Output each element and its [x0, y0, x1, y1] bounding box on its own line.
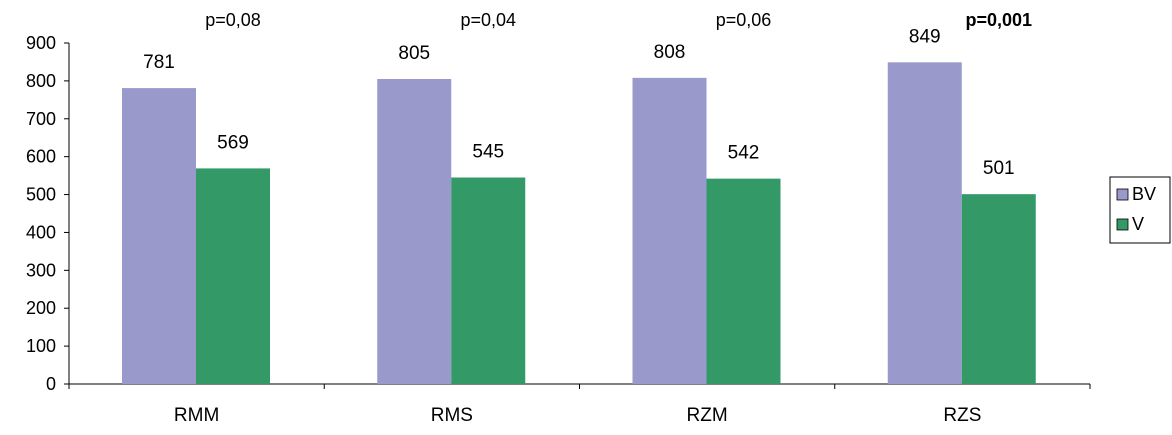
data-label: 805 [398, 43, 430, 64]
x-tick-label: RMM [174, 405, 219, 426]
y-tick-label: 300 [26, 260, 56, 280]
data-label: 542 [728, 143, 760, 164]
legend-label-v: V [1132, 214, 1144, 234]
x-tick-label: RMS [431, 405, 473, 426]
legend-swatch-v [1116, 218, 1129, 231]
y-tick-label: 600 [26, 147, 56, 167]
bar-v-rzs [961, 194, 1036, 384]
data-label: 569 [217, 132, 249, 153]
p-value-annotation: p=0,06 [716, 10, 772, 30]
legend-label-bv: BV [1132, 184, 1156, 204]
data-label: 545 [472, 142, 504, 163]
legend-swatch-bv [1116, 188, 1129, 201]
y-tick-label: 800 [26, 71, 56, 91]
y-tick-label: 0 [46, 374, 56, 394]
data-label: 781 [143, 52, 175, 73]
y-tick-label: 100 [26, 336, 56, 356]
p-value-annotation: p=0,08 [205, 10, 261, 30]
data-label: 501 [983, 158, 1015, 179]
y-tick-label: 500 [26, 185, 56, 205]
legend-box [1109, 176, 1171, 244]
y-tick-label: 700 [26, 109, 56, 129]
y-tick-label: 900 [26, 33, 56, 53]
x-tick-label: RZS [943, 405, 981, 426]
bar-v-rms [451, 177, 526, 384]
p-value-annotation: p=0,001 [965, 10, 1032, 30]
x-tick-label: RZM [687, 405, 728, 426]
p-value-annotation: p=0,04 [460, 10, 516, 30]
bar-bv-rmm [122, 88, 196, 385]
y-tick-label: 200 [26, 298, 56, 318]
bar-bv-rzs [887, 62, 962, 384]
bar-v-rzm [706, 178, 781, 384]
bar-bv-rzm [632, 77, 707, 384]
data-label: 808 [654, 42, 686, 63]
bar-v-rmm [196, 168, 270, 384]
bar-bv-rms [377, 78, 452, 384]
data-label: 849 [909, 26, 941, 47]
y-tick-label: 400 [26, 222, 56, 242]
